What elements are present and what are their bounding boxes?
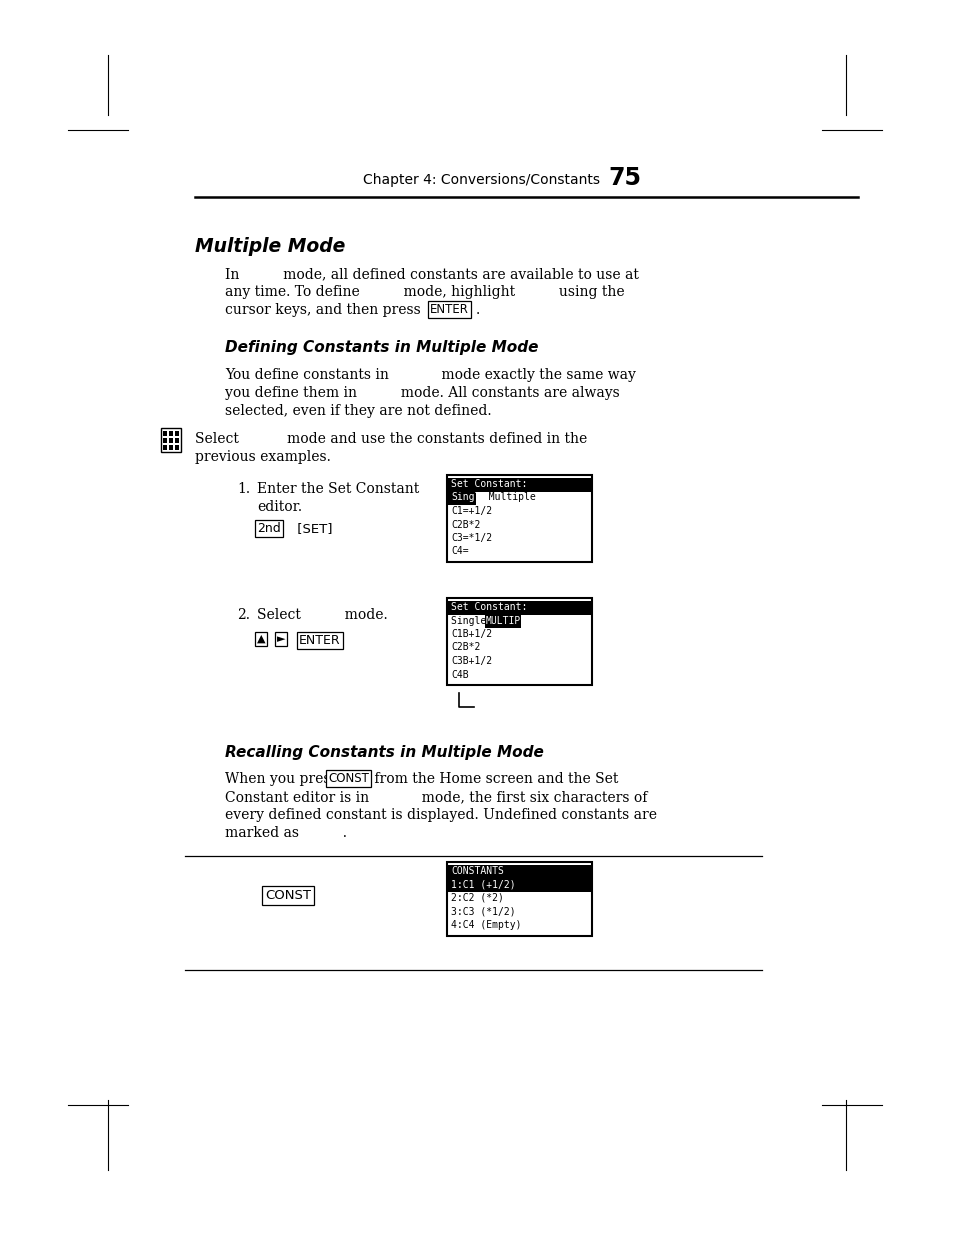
Text: MULTIPLE: MULTIPLE xyxy=(485,615,532,625)
Text: Chapter 4: Conversions/Constants: Chapter 4: Conversions/Constants xyxy=(363,173,599,186)
Text: C2B*2: C2B*2 xyxy=(451,520,480,530)
Text: Multiple Mode: Multiple Mode xyxy=(194,237,345,256)
Text: 1.: 1. xyxy=(236,482,250,496)
Text: 2:C2 (*2): 2:C2 (*2) xyxy=(451,893,503,903)
Text: 2.: 2. xyxy=(236,608,250,622)
Text: 3:C3 (*1/2): 3:C3 (*1/2) xyxy=(451,906,515,916)
Text: selected, even if they are not defined.: selected, even if they are not defined. xyxy=(225,404,491,417)
Text: from the Home screen and the Set: from the Home screen and the Set xyxy=(370,772,618,785)
Text: C3B+1/2: C3B+1/2 xyxy=(451,656,492,666)
Text: Set Constant:: Set Constant: xyxy=(451,601,527,613)
Text: C4B: C4B xyxy=(451,669,468,679)
Bar xyxy=(163,445,167,450)
Text: Recalling Constants in Multiple Mode: Recalling Constants in Multiple Mode xyxy=(225,745,543,760)
Bar xyxy=(163,438,167,443)
Text: ►: ► xyxy=(276,634,285,643)
Text: C2B*2: C2B*2 xyxy=(451,642,480,652)
Text: C1B+1/2: C1B+1/2 xyxy=(451,629,492,638)
Bar xyxy=(447,475,592,562)
Text: Constant editor is in            mode, the first six characters of: Constant editor is in mode, the first si… xyxy=(225,790,647,804)
Text: Set Constant:: Set Constant: xyxy=(451,479,527,489)
Bar xyxy=(448,478,590,492)
Text: every defined constant is displayed. Undefined constants are: every defined constant is displayed. Und… xyxy=(225,808,657,823)
Bar xyxy=(163,431,167,436)
Text: ▲: ▲ xyxy=(256,634,265,643)
Text: cursor keys, and then press: cursor keys, and then press xyxy=(225,303,425,317)
Text: CONST: CONST xyxy=(328,772,369,785)
Bar xyxy=(447,862,592,935)
Bar xyxy=(448,864,590,878)
Bar xyxy=(447,598,592,685)
Text: 2nd: 2nd xyxy=(256,522,280,535)
Bar xyxy=(169,431,172,436)
Bar xyxy=(448,492,476,505)
Text: C4=: C4= xyxy=(451,547,468,557)
Text: Select           mode and use the constants defined in the: Select mode and use the constants define… xyxy=(194,432,587,446)
Text: When you press: When you press xyxy=(225,772,341,785)
Text: Defining Constants in Multiple Mode: Defining Constants in Multiple Mode xyxy=(225,340,537,354)
Text: you define them in          mode. All constants are always: you define them in mode. All constants a… xyxy=(225,387,619,400)
Bar xyxy=(448,601,590,615)
Bar xyxy=(174,445,179,450)
Text: Single: Single xyxy=(451,615,497,625)
Bar xyxy=(174,438,179,443)
Text: Select          mode.: Select mode. xyxy=(256,608,387,622)
Text: editor.: editor. xyxy=(256,500,302,514)
Text: You define constants in            mode exactly the same way: You define constants in mode exactly the… xyxy=(225,368,636,382)
Text: Enter the Set Constant: Enter the Set Constant xyxy=(256,482,418,496)
Text: [SET]: [SET] xyxy=(293,522,333,535)
Bar xyxy=(448,878,590,892)
Bar xyxy=(161,429,181,452)
Text: marked as          .: marked as . xyxy=(225,826,347,840)
Text: .: . xyxy=(476,303,479,317)
Text: CONST: CONST xyxy=(265,889,311,902)
Text: C1=+1/2: C1=+1/2 xyxy=(451,506,492,516)
Bar xyxy=(484,615,521,629)
Text: Multiple: Multiple xyxy=(476,493,536,503)
Bar xyxy=(169,445,172,450)
Text: 4:C4 (Empty): 4:C4 (Empty) xyxy=(451,920,521,930)
Text: ENTER: ENTER xyxy=(430,303,468,316)
Text: 1:C1 (+1/2): 1:C1 (+1/2) xyxy=(451,879,515,889)
Text: CONSTANTS: CONSTANTS xyxy=(451,866,503,876)
Text: Single: Single xyxy=(451,493,486,503)
Text: In          mode, all defined constants are available to use at: In mode, all defined constants are avail… xyxy=(225,267,639,282)
Text: 75: 75 xyxy=(607,165,640,190)
Bar xyxy=(174,431,179,436)
Bar xyxy=(169,438,172,443)
Text: any time. To define          mode, highlight          using the: any time. To define mode, highlight usin… xyxy=(225,285,624,299)
Text: previous examples.: previous examples. xyxy=(194,450,331,464)
Text: C3=*1/2: C3=*1/2 xyxy=(451,534,492,543)
Text: ENTER: ENTER xyxy=(298,634,340,647)
